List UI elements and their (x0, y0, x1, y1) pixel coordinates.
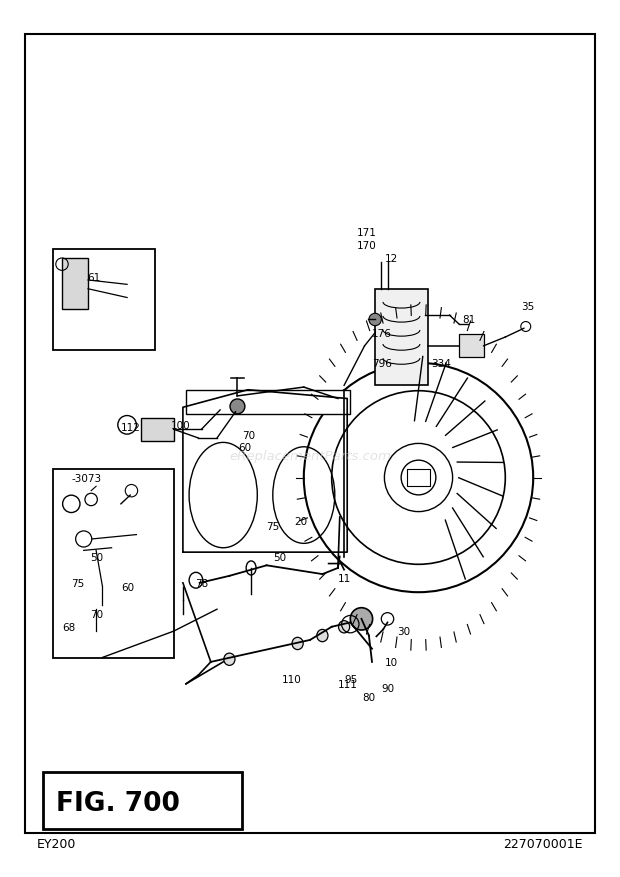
Bar (141, 418, 174, 441)
Text: 90: 90 (381, 683, 394, 694)
Circle shape (230, 400, 245, 414)
Bar (62, 259, 88, 310)
Ellipse shape (292, 638, 303, 650)
Text: 81: 81 (462, 315, 475, 325)
Text: 78: 78 (195, 578, 208, 588)
Text: 70: 70 (242, 431, 255, 441)
Circle shape (369, 314, 381, 326)
Bar (186, 390, 350, 415)
Bar (375, 289, 428, 386)
Text: 334: 334 (431, 359, 451, 369)
Text: eReplacementParts.com: eReplacementParts.com (229, 450, 391, 462)
Text: 171: 171 (356, 227, 376, 238)
Text: 70: 70 (90, 609, 103, 619)
Text: 95: 95 (344, 674, 357, 685)
Text: 68: 68 (62, 622, 75, 632)
Bar (53, 250, 155, 351)
Bar (459, 335, 484, 358)
Text: 112: 112 (121, 422, 141, 432)
Ellipse shape (339, 621, 350, 633)
Text: 50: 50 (273, 552, 286, 562)
Text: 75: 75 (71, 578, 84, 588)
Bar (43, 772, 242, 829)
Text: 176: 176 (372, 328, 392, 339)
Text: 111: 111 (338, 679, 358, 689)
Text: 75: 75 (267, 521, 280, 531)
Text: 100: 100 (170, 420, 190, 431)
Text: 11: 11 (338, 574, 351, 584)
Text: 10: 10 (384, 657, 397, 667)
Text: 50: 50 (90, 552, 103, 562)
Text: 60: 60 (121, 582, 134, 593)
Text: 227070001E: 227070001E (503, 838, 583, 850)
Text: FIG. 700: FIG. 700 (56, 790, 180, 816)
Ellipse shape (224, 653, 235, 666)
Text: 80: 80 (363, 692, 376, 702)
Text: 110: 110 (282, 674, 302, 685)
Text: 61: 61 (87, 273, 100, 283)
Text: 35: 35 (521, 302, 534, 312)
Text: 12: 12 (384, 253, 397, 264)
Text: 60: 60 (239, 442, 252, 453)
Ellipse shape (317, 630, 328, 642)
Text: EY200: EY200 (37, 838, 77, 850)
Text: 20: 20 (294, 517, 308, 527)
Text: 170: 170 (356, 240, 376, 251)
Bar (53, 469, 174, 658)
Text: 30: 30 (397, 626, 410, 637)
Text: -3073: -3073 (71, 473, 102, 483)
Circle shape (350, 608, 373, 631)
Text: 796: 796 (372, 359, 392, 369)
